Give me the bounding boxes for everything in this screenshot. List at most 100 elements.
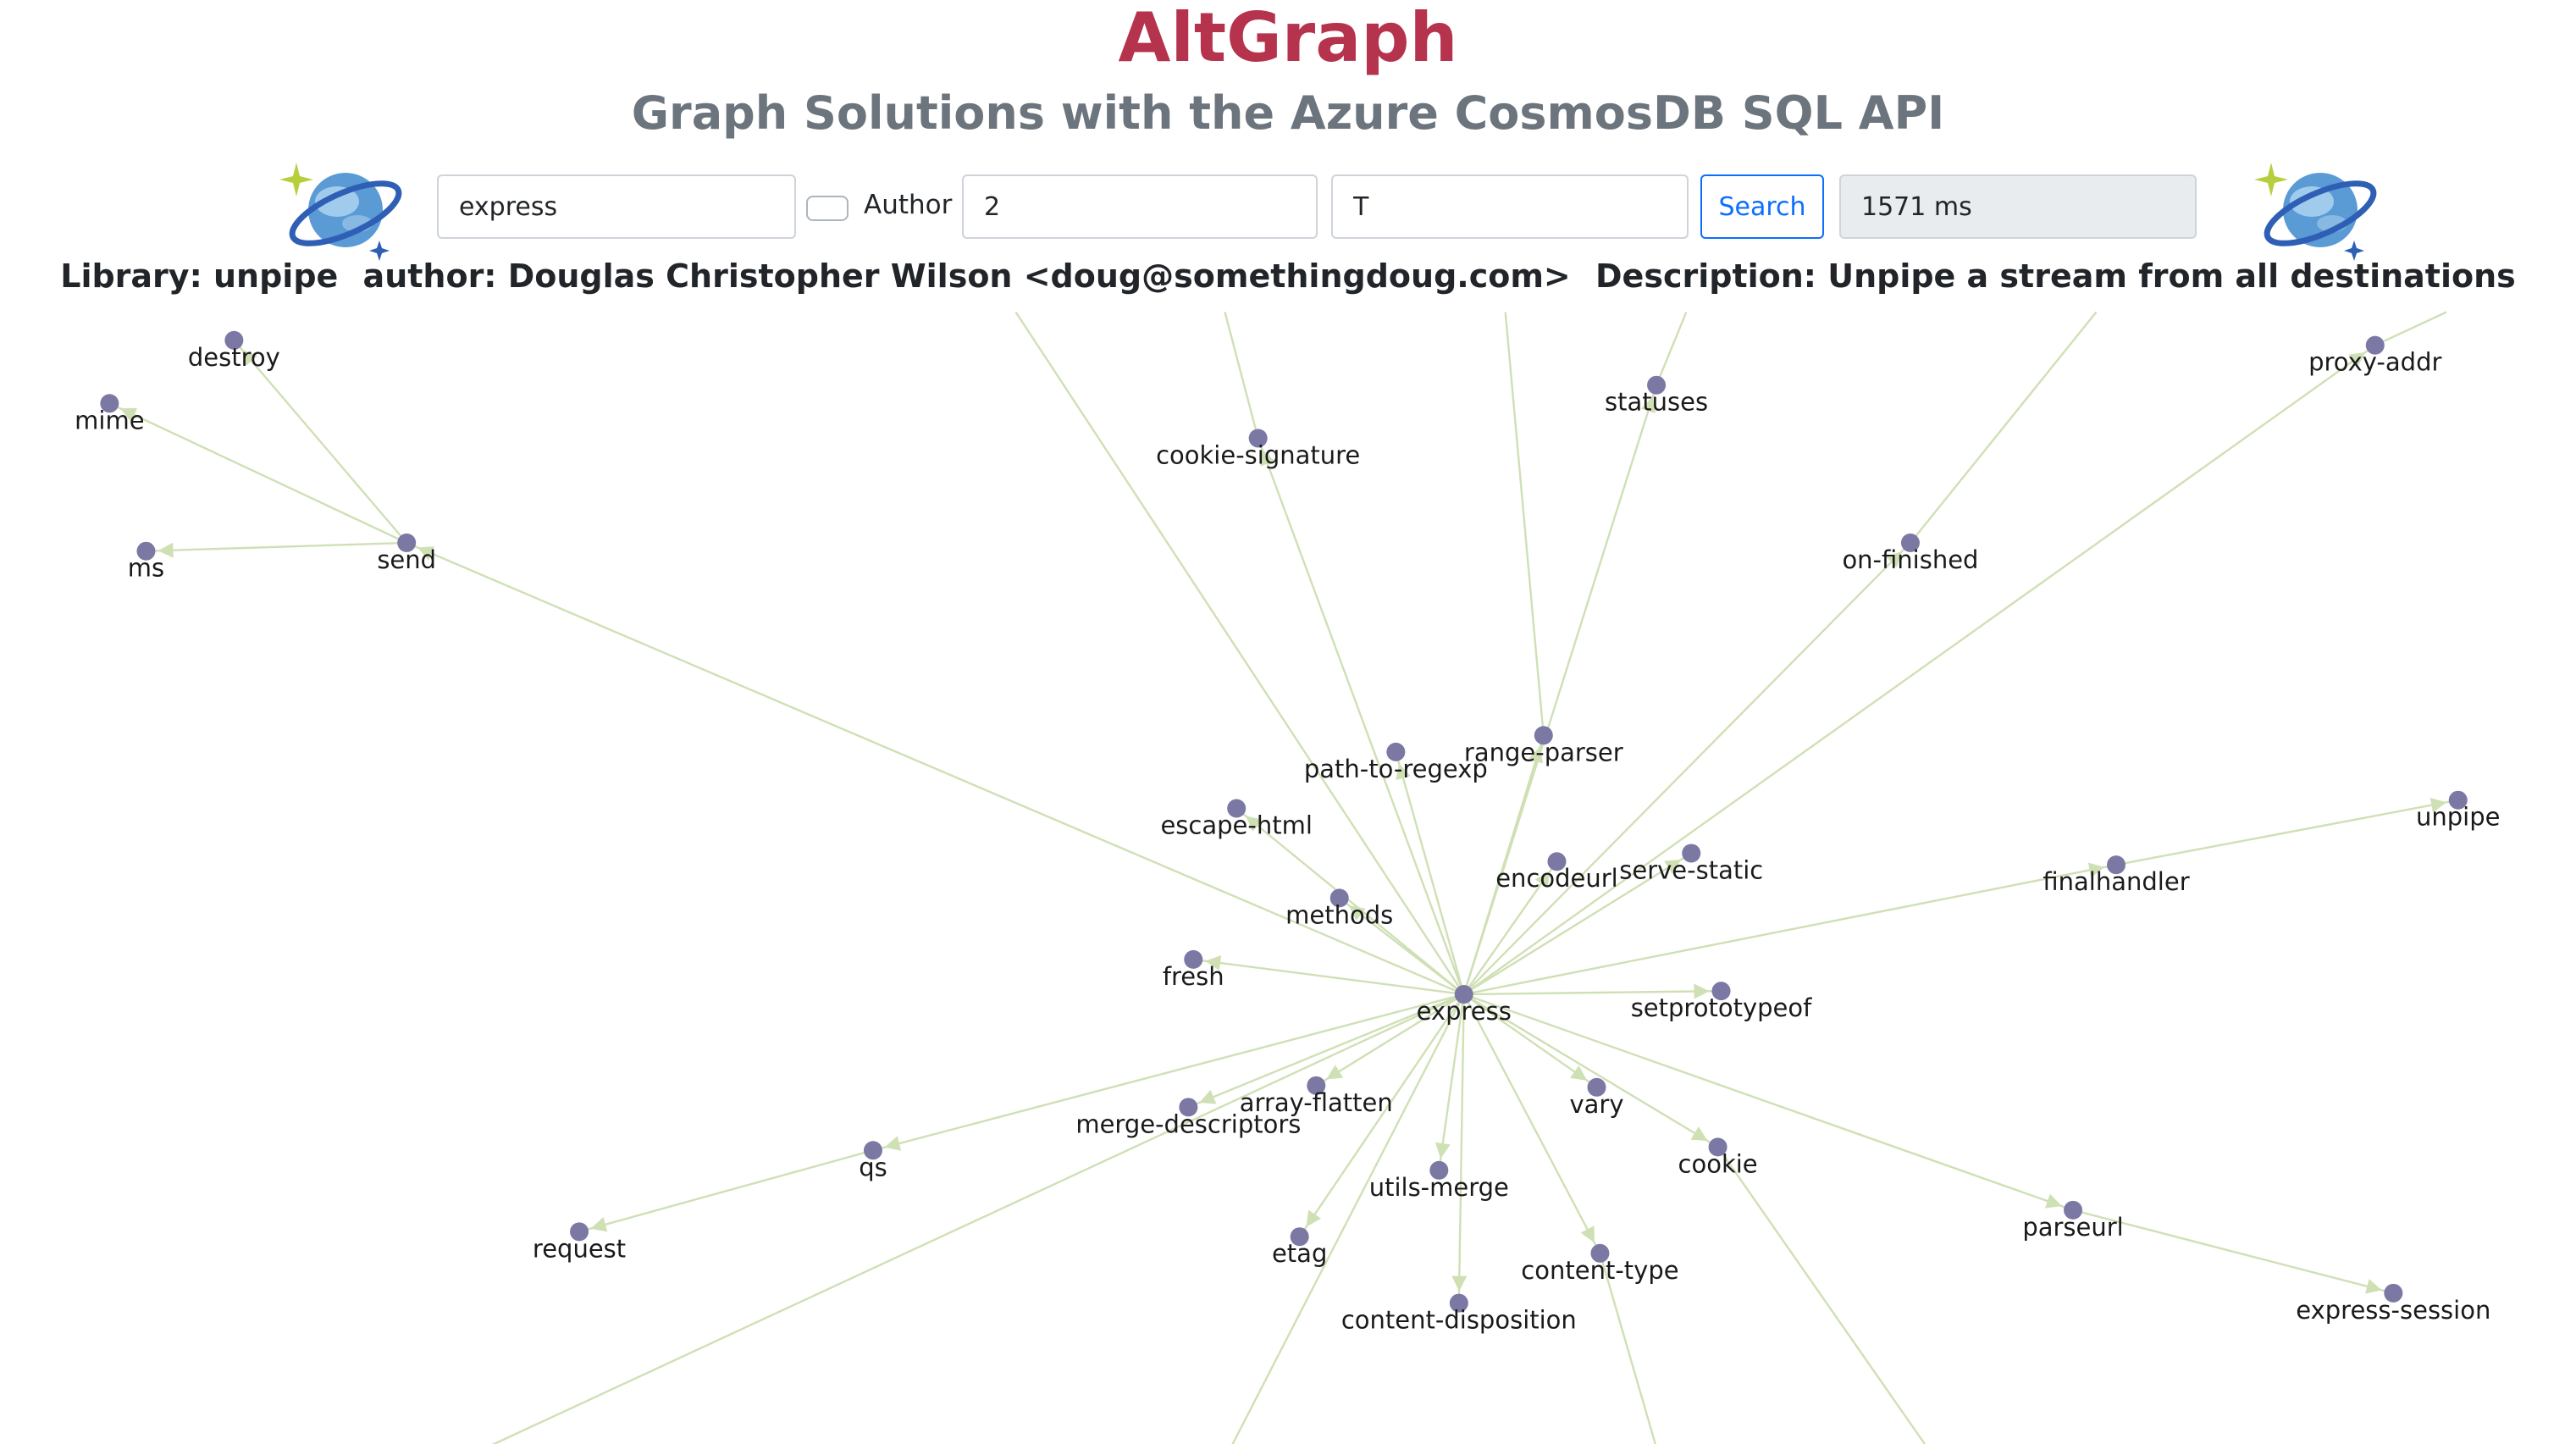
node-dot[interactable]	[1711, 982, 1731, 1001]
edge-arrow	[158, 542, 174, 558]
edge-arrow	[1199, 1089, 1217, 1104]
node-label: fresh	[1163, 962, 1224, 991]
node-dot[interactable]	[2384, 1283, 2403, 1303]
graph-node-path-to-regexp[interactable]: path-to-regexp	[1304, 742, 1488, 783]
node-dot[interactable]	[1682, 844, 1701, 863]
node-dot[interactable]	[2107, 855, 2125, 875]
graph-node-request[interactable]: request	[533, 1222, 626, 1263]
graph-node-content-type[interactable]: content-type	[1521, 1243, 1679, 1285]
node-dot[interactable]	[100, 394, 119, 413]
graph-node-parseurl[interactable]: parseurl	[2022, 1200, 2124, 1242]
graph-node-fresh[interactable]: fresh	[1163, 949, 1224, 991]
graph-node-escape-html[interactable]: escape-html	[1160, 799, 1313, 840]
graph-node-express[interactable]: express	[1417, 985, 1512, 1026]
graph-node-cookie[interactable]: cookie	[1678, 1137, 1758, 1178]
graph-node-setprototypeof[interactable]: setprototypeof	[1631, 982, 1812, 1022]
node-label: content-disposition	[1341, 1306, 1577, 1335]
node-dot[interactable]	[1454, 985, 1473, 1004]
graph-node-range-parser[interactable]: range-parser	[1464, 726, 1623, 766]
node-dot[interactable]	[2448, 790, 2468, 810]
graph-node-serve-static[interactable]: serve-static	[1619, 844, 1763, 884]
graph-edge	[2072, 1209, 2394, 1295]
graph-edge	[1463, 344, 2376, 996]
graph-node-vary[interactable]: vary	[1570, 1077, 1624, 1119]
graph-node-utils-merge[interactable]: utils-merge	[1369, 1160, 1509, 1202]
graph-node-statuses[interactable]: statuses	[1605, 375, 1708, 417]
node-dot[interactable]	[570, 1222, 589, 1242]
edge-arrow	[1664, 859, 1682, 874]
node-dot[interactable]	[1590, 1243, 1610, 1263]
node-dot[interactable]	[397, 533, 417, 552]
node-label: cookie-signature	[1156, 440, 1360, 469]
graph-node-merge-descriptors[interactable]: merge-descriptors	[1075, 1098, 1301, 1138]
node-dot[interactable]	[1386, 742, 1406, 761]
node-dot[interactable]	[1248, 429, 1268, 448]
graph-node-on-finished[interactable]: on-finished	[1842, 533, 1978, 574]
node-label: vary	[1570, 1090, 1624, 1119]
node-dot[interactable]	[136, 541, 156, 561]
node-dot[interactable]	[1329, 888, 1349, 908]
node-dot[interactable]	[1290, 1227, 1309, 1247]
node-dot[interactable]	[1449, 1293, 1468, 1313]
edge-arrow	[2087, 862, 2105, 878]
graph-edge	[2374, 311, 2447, 346]
graph-node-array-flatten[interactable]: array-flatten	[1240, 1076, 1393, 1117]
node-dot[interactable]	[1307, 1076, 1326, 1095]
edge-arrow	[1260, 449, 1275, 467]
graph-node-unpipe[interactable]: unpipe	[2416, 790, 2501, 832]
node-dot[interactable]	[863, 1141, 882, 1160]
node-label: cookie	[1678, 1149, 1758, 1178]
edge-arrow	[1694, 983, 1710, 999]
edge-arrow	[1451, 1275, 1468, 1292]
author-checkbox[interactable]	[806, 196, 849, 221]
graph-node-cookie-signature[interactable]: cookie-signature	[1156, 429, 1360, 469]
search-button[interactable]: Search	[1700, 174, 1824, 239]
graph-edge	[1504, 312, 1545, 736]
page-title: AltGraph	[1118, 0, 1458, 77]
graph-nodes[interactable]: express send destroy mime ms cookie-signature…	[75, 330, 2501, 1335]
graph-node-etag[interactable]: etag	[1272, 1227, 1327, 1268]
node-dot[interactable]	[224, 330, 244, 350]
cache-flag-input[interactable]	[1331, 174, 1689, 239]
node-label: statuses	[1605, 388, 1708, 417]
node-dot[interactable]	[1587, 1077, 1606, 1097]
graph-node-send[interactable]: send	[377, 533, 436, 574]
node-dot[interactable]	[2064, 1200, 2083, 1220]
node-dot[interactable]	[1179, 1098, 1198, 1117]
node-dot[interactable]	[1227, 799, 1247, 818]
node-label: path-to-regexp	[1304, 755, 1488, 783]
depth-input[interactable]	[962, 174, 1318, 239]
graph-edge	[1463, 852, 1692, 996]
graph-edge	[1315, 993, 1465, 1087]
edge-arrow	[590, 1217, 608, 1232]
node-dot[interactable]	[1534, 726, 1553, 745]
graph-node-encodeurl[interactable]: encodeurl	[1495, 852, 1618, 893]
graph-node-ms[interactable]: ms	[128, 541, 164, 583]
graph-node-qs[interactable]: qs	[859, 1141, 887, 1181]
node-label: send	[377, 545, 436, 574]
node-dot[interactable]	[2365, 335, 2385, 355]
graph-node-mime[interactable]: mime	[75, 394, 145, 434]
node-dot[interactable]	[1547, 852, 1567, 871]
graph-edge	[1463, 993, 1719, 1148]
node-dot[interactable]	[1708, 1137, 1727, 1157]
graph-node-finalhandler[interactable]: finalhandler	[2043, 855, 2190, 896]
edge-arrow	[1580, 1225, 1595, 1243]
graph-edge	[1599, 1253, 1657, 1444]
edge-arrow	[417, 546, 435, 561]
graph-node-content-disposition[interactable]: content-disposition	[1341, 1293, 1577, 1335]
node-dot[interactable]	[1429, 1160, 1449, 1180]
graph-node-express-session[interactable]: express-session	[2296, 1283, 2490, 1325]
node-dot[interactable]	[1184, 949, 1203, 969]
graph-node-proxy-addr[interactable]: proxy-addr	[2308, 335, 2441, 377]
graph-edge	[1224, 312, 1259, 439]
node-dot[interactable]	[1900, 533, 1920, 552]
graph-node-methods[interactable]: methods	[1285, 888, 1393, 929]
graph-edge	[1462, 993, 1601, 1254]
query-input[interactable]	[437, 174, 796, 239]
page-subtitle: Graph Solutions with the Azure CosmosDB …	[631, 86, 1945, 140]
cosmosdb-planet-icon	[2254, 163, 2377, 261]
node-dot[interactable]	[1647, 375, 1667, 395]
graph-node-destroy[interactable]: destroy	[188, 330, 280, 372]
